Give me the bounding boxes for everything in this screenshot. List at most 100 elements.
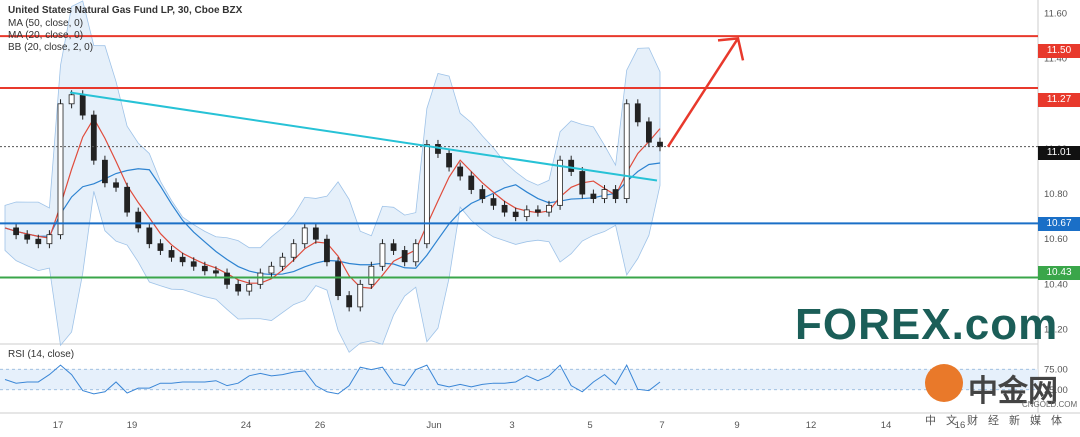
price-label-support-1: 10.67	[1038, 217, 1080, 231]
y-tick-label: 10.40	[1044, 279, 1068, 290]
candle-body	[213, 270, 219, 274]
x-tick-label: 7	[659, 420, 664, 431]
cngold-tagline: 中文财经新媒体	[925, 414, 1072, 427]
candle-body	[401, 250, 408, 263]
candle-body	[268, 265, 275, 274]
candle-body	[568, 159, 575, 172]
candle-body	[579, 171, 586, 195]
candle-body	[479, 189, 486, 199]
candle-body	[246, 283, 253, 292]
candle-body	[290, 243, 297, 258]
x-tick-label: 17	[53, 420, 64, 431]
price-label-last: 11.01	[1038, 146, 1080, 160]
candle-body	[468, 175, 475, 190]
candle-body	[46, 234, 53, 245]
chart-title: United States Natural Gas Fund LP, 30, C…	[8, 5, 243, 16]
candle-body	[657, 141, 663, 148]
candle-body	[390, 243, 397, 251]
candle-body	[446, 153, 452, 168]
candle-body	[13, 227, 20, 236]
candle-body	[257, 272, 264, 285]
forex-logo: FOREX.com	[795, 300, 1059, 349]
x-tick-label: 24	[241, 420, 252, 431]
candle-body	[90, 114, 97, 161]
candle-body	[412, 243, 419, 263]
price-label-resistance-1: 11.50	[1038, 44, 1080, 58]
legend-rsi[interactable]: RSI (14, close)	[8, 349, 75, 360]
candle-body	[35, 238, 42, 245]
candle-body	[590, 193, 597, 199]
y-tick-label: 10.80	[1044, 189, 1068, 200]
candle-body	[501, 204, 508, 213]
projection-arrow	[666, 37, 740, 148]
rsi-line	[4, 364, 661, 395]
x-tick-label: 9	[734, 420, 739, 431]
candle-body	[490, 198, 497, 206]
cngold-brand: 中金网	[968, 374, 1058, 409]
projection-arrow-head	[717, 37, 745, 61]
candle-body	[357, 283, 364, 308]
candle-body	[224, 272, 230, 285]
candle-body	[190, 261, 197, 267]
price-label-support-2: 10.43	[1038, 266, 1080, 280]
x-tick-label: 14	[881, 420, 892, 431]
candle-body	[324, 238, 330, 263]
rsi-band	[0, 369, 1038, 390]
candle-body	[534, 209, 541, 213]
y-tick-label: 11.40	[1044, 54, 1067, 65]
candle-body	[168, 250, 175, 258]
y-tick-label: 10.20	[1044, 324, 1068, 335]
candle-body	[113, 182, 119, 188]
candle-body	[124, 186, 131, 213]
candle-body	[301, 227, 308, 245]
candle-body	[623, 103, 630, 199]
x-tick-label: Jun	[426, 420, 441, 431]
legend-bb[interactable]: BB (20, close, 2, 0)	[8, 42, 94, 53]
y-tick-label: 11.60	[1044, 9, 1067, 20]
candle-body	[179, 256, 186, 263]
candle-body	[57, 103, 64, 236]
candle-body	[346, 295, 353, 308]
candle-body	[634, 103, 641, 123]
candle-body	[557, 159, 563, 206]
candle-body	[335, 261, 341, 297]
candle-body	[102, 159, 108, 184]
rsi-tick-label: 75.00	[1044, 364, 1068, 375]
candle-body	[279, 256, 286, 267]
x-tick-label: 16	[955, 420, 966, 431]
y-tick-label: 10.60	[1044, 234, 1068, 245]
cngold-logo-icon	[925, 364, 963, 402]
x-tick-label: 3	[509, 420, 514, 431]
bollinger-band	[4, 0, 661, 353]
ma50-line	[4, 162, 661, 276]
price-label-resistance-2: 11.27	[1038, 93, 1080, 107]
candle-body	[423, 144, 430, 245]
candle-body	[312, 227, 319, 240]
x-tick-label: 12	[806, 420, 817, 431]
x-tick-label: 26	[315, 420, 326, 431]
candle-body	[368, 265, 375, 285]
candle-body	[612, 189, 619, 199]
x-tick-label: 5	[587, 420, 592, 431]
candle-body	[235, 283, 242, 292]
candle-body	[645, 121, 652, 143]
cngold-url: CNGOLD.COM	[1022, 400, 1078, 409]
candle-body	[24, 234, 31, 240]
candle-body	[523, 209, 530, 218]
candle-body	[68, 94, 75, 105]
legend-ma50[interactable]: MA (50, close, 0)	[8, 18, 84, 29]
candle-body	[512, 211, 519, 218]
candle-body	[457, 166, 464, 177]
trend-line	[69, 91, 658, 182]
candle-body	[601, 189, 608, 199]
rsi-tick-label: 25.00	[1044, 385, 1068, 396]
legend-ma20[interactable]: MA (20, close, 0)	[8, 30, 84, 41]
candle-body	[201, 265, 208, 272]
candle-body	[157, 243, 164, 251]
candle-body	[79, 94, 86, 116]
candle-body	[546, 204, 552, 213]
candle-body	[379, 243, 386, 267]
x-tick-label: 19	[127, 420, 138, 431]
candle-body	[146, 227, 153, 245]
